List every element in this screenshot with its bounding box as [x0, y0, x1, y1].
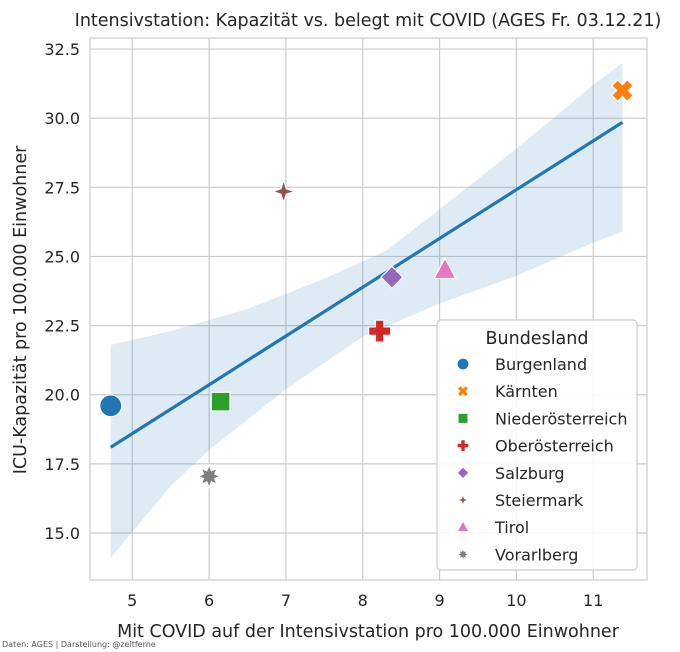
regression-line — [109, 120, 624, 449]
x-axis-label: Mit COVID auf der Intensivstation pro 10… — [117, 622, 620, 642]
y-tick-label: 20.0 — [44, 386, 80, 405]
legend-entry: Tirol — [494, 518, 529, 537]
y-axis-label: ICU-Kapazität pro 100.000 Einwohner — [11, 145, 31, 474]
legend-entry: Burgenland — [495, 355, 587, 374]
legend-entry: Steiermark — [495, 491, 584, 510]
confidence-band — [110, 62, 623, 558]
point-nieder-sterreich — [210, 391, 231, 412]
legend-marker — [455, 546, 471, 562]
y-tick-label: 30.0 — [44, 109, 80, 128]
legend-marker — [456, 357, 470, 371]
legend-entry: Kärnten — [495, 382, 558, 401]
legend-marker — [455, 492, 471, 508]
legend-entry: Niederösterreich — [495, 409, 627, 428]
legend-marker — [456, 465, 470, 480]
y-tick-label: 25.0 — [44, 247, 80, 266]
legend: Bundesland Burgenland Kärnten Niederösterre… — [436, 319, 638, 571]
legend-entry: Salzburg — [495, 464, 565, 483]
legend-title: Bundesland — [486, 329, 589, 349]
legend-entry: Oberösterreich — [495, 437, 614, 456]
y-tick-label: 32.5 — [44, 40, 80, 59]
y-tick-label: 17.5 — [44, 455, 80, 474]
point-steiermark — [270, 178, 297, 205]
y-axis-ticks: 15.0 17.5 20.0 22.5 25.0 27.5 30.0 32.5 — [44, 40, 80, 543]
point-burgenland — [99, 394, 123, 418]
point-tirol — [432, 256, 457, 280]
x-tick-label: 11 — [583, 591, 603, 610]
credit-text: Daten: AGES | Darstellung: @zeitferne — [2, 640, 156, 649]
x-axis-ticks: 5 6 7 8 9 10 11 — [127, 591, 603, 610]
data-points — [99, 78, 634, 489]
point-vorarlberg — [196, 463, 222, 489]
x-tick-label: 6 — [204, 591, 214, 610]
chart-title: Intensivstation: Kapazität vs. belegt mi… — [75, 11, 662, 31]
point-salzburg — [380, 265, 404, 290]
x-tick-label: 8 — [358, 591, 368, 610]
y-tick-label: 15.0 — [44, 524, 80, 543]
x-tick-label: 5 — [127, 591, 137, 610]
x-tick-label: 10 — [506, 591, 526, 610]
legend-marker — [456, 439, 470, 453]
y-tick-label: 27.5 — [44, 178, 80, 197]
point-ober-sterreich — [368, 319, 392, 343]
legend-box — [436, 319, 638, 571]
legend-marker — [456, 384, 470, 398]
legend-entry: Vorarlberg — [495, 545, 578, 564]
x-tick-label: 9 — [434, 591, 444, 610]
point-k-rnten — [610, 78, 634, 103]
legend-marker — [455, 519, 471, 533]
y-tick-label: 22.5 — [44, 317, 80, 336]
legend-marker — [457, 412, 469, 425]
x-tick-label: 7 — [281, 591, 291, 610]
